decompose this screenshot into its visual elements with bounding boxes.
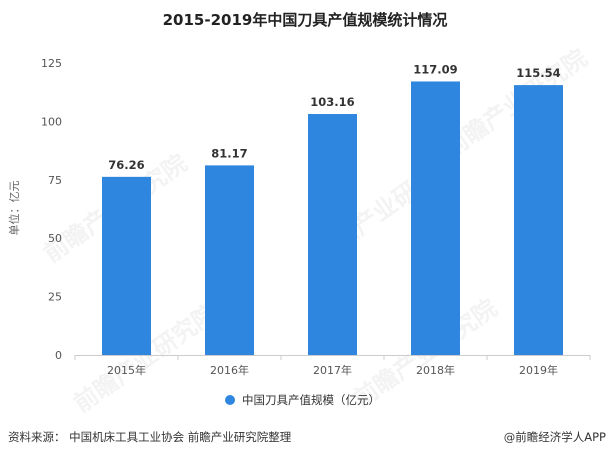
y-axis-ticks: 0 25 50 75 100 125 bbox=[41, 57, 62, 362]
bar bbox=[308, 114, 357, 355]
x-tick-label: 2016年 bbox=[210, 363, 249, 377]
bar bbox=[205, 165, 254, 355]
data-label: 117.09 bbox=[413, 62, 457, 76]
x-tick-label: 2015年 bbox=[107, 363, 146, 377]
bar bbox=[411, 81, 460, 356]
legend-marker bbox=[225, 395, 235, 405]
y-tick-label: 125 bbox=[41, 57, 62, 70]
data-label: 103.16 bbox=[310, 95, 354, 109]
y-tick-label: 0 bbox=[55, 349, 62, 362]
y-tick-label: 50 bbox=[48, 232, 62, 245]
source-note: 资料来源： 中国机床工具工业协会 前瞻产业研究院整理 bbox=[8, 430, 292, 444]
y-tick-label: 25 bbox=[48, 291, 62, 304]
x-tick-label: 2019年 bbox=[519, 363, 558, 377]
y-axis-label: 单位：亿元 bbox=[7, 181, 21, 236]
legend-label: 中国刀具产值规模（亿元） bbox=[242, 393, 380, 407]
data-label: 76.26 bbox=[108, 158, 144, 172]
bar-series: 76.26 81.17 103.16 117.09 115.54 bbox=[102, 62, 563, 356]
data-label: 115.54 bbox=[516, 66, 560, 80]
x-axis-ticks: 2015年 2016年 2017年 2018年 2019年 bbox=[74, 355, 591, 377]
x-tick-label: 2018年 bbox=[416, 363, 455, 377]
bar bbox=[514, 85, 563, 355]
x-tick-label: 2017年 bbox=[313, 363, 352, 377]
data-label: 81.17 bbox=[211, 146, 247, 160]
brand-label: @前瞻经济学人APP bbox=[504, 430, 606, 444]
bar bbox=[102, 176, 151, 355]
y-tick-label: 75 bbox=[48, 174, 62, 187]
legend: 中国刀具产值规模（亿元） bbox=[225, 393, 380, 407]
chart-title: 2015-2019年中国刀具产值规模统计情况 bbox=[163, 11, 448, 29]
y-tick-label: 100 bbox=[41, 115, 62, 128]
